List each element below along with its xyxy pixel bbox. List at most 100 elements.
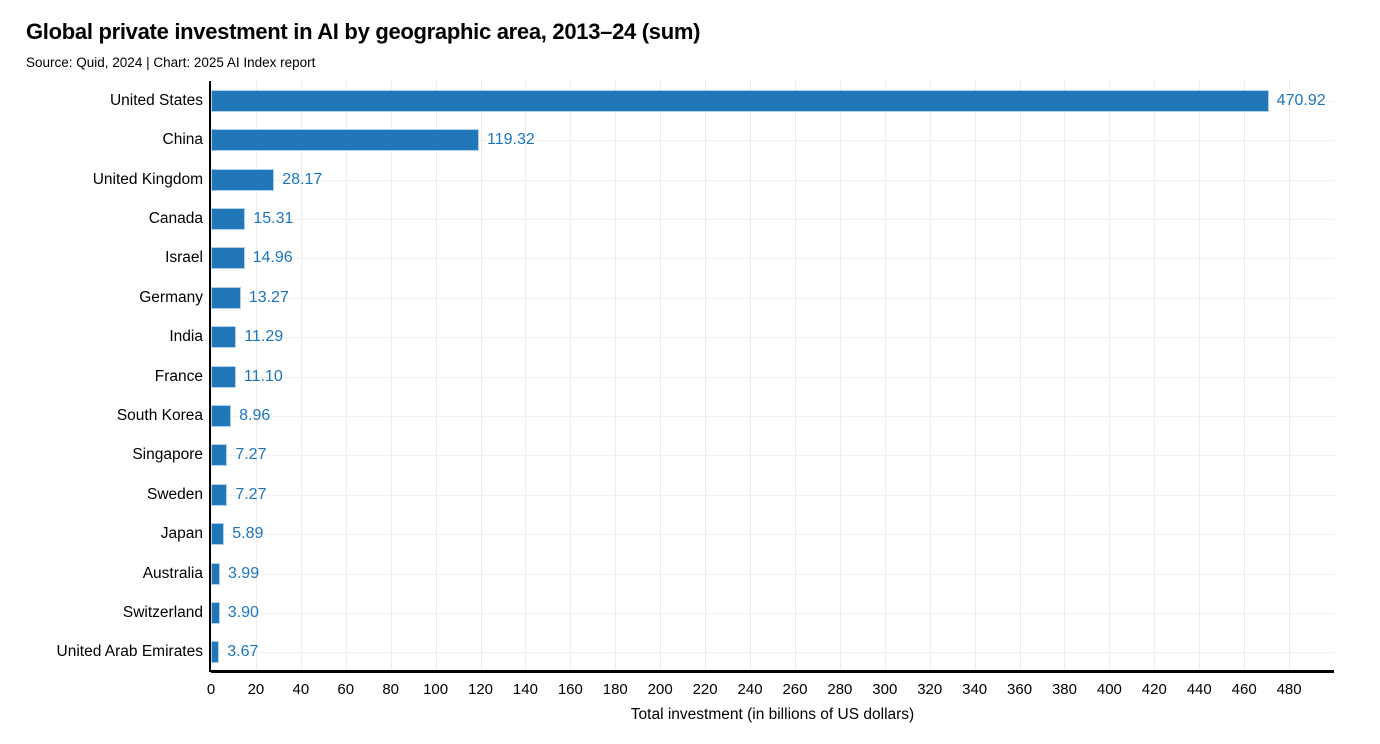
- category-label: South Korea: [116, 406, 203, 424]
- horizontal-gridline: [211, 573, 1334, 575]
- x-tick-label: 140: [512, 681, 538, 698]
- category-label: India: [169, 328, 203, 346]
- bar-row: 15.31: [211, 199, 1334, 238]
- category-label: Germany: [139, 288, 203, 306]
- horizontal-gridline: [211, 179, 1334, 181]
- x-tick-label: 420: [1141, 681, 1167, 698]
- chart-title: Global private investment in AI by geogr…: [26, 19, 701, 44]
- bar: [211, 168, 275, 191]
- bar-value-label: 13.27: [248, 288, 289, 306]
- bar: [211, 483, 228, 506]
- bar-row: 3.67: [211, 633, 1334, 672]
- x-tick-label: 400: [1096, 681, 1122, 698]
- bar-row: 14.96: [211, 239, 1334, 278]
- bar: [211, 129, 479, 152]
- x-tick-label: 280: [827, 681, 853, 698]
- x-tick-label: 340: [962, 681, 988, 698]
- x-tick-label: 260: [782, 681, 808, 698]
- bar-row: 7.27: [211, 475, 1334, 514]
- x-tick-label: 180: [602, 681, 628, 698]
- bar-rows: 470.92 119.32 28.17 15.31 14.96 13.27 11.29 11.…: [211, 81, 1334, 672]
- x-axis-ticks: 0 20 40 60 80 100 120 140 160 180 200 220 240 260 280 3…: [207, 681, 1334, 701]
- x-tick-label: 160: [557, 681, 583, 698]
- x-tick-label: 100: [423, 681, 449, 698]
- bar-row: 7.27: [211, 436, 1334, 475]
- bar-row: 13.27: [211, 278, 1334, 317]
- bar: [211, 562, 220, 585]
- category-label: United Arab Emirates: [56, 643, 203, 661]
- bar-value-label: 7.27: [235, 485, 267, 503]
- category-label: France: [154, 367, 203, 385]
- x-tick-label: 360: [1007, 681, 1033, 698]
- bar: [211, 247, 245, 270]
- bar-value-label: 3.67: [227, 643, 259, 661]
- bar-value-label: 470.92: [1276, 91, 1326, 109]
- x-tick-label: 480: [1276, 681, 1302, 698]
- horizontal-gridline: [211, 494, 1334, 496]
- bar: [211, 641, 220, 664]
- bar-row: 3.90: [211, 593, 1334, 632]
- x-axis-line: [211, 670, 1334, 673]
- y-axis-line: [209, 81, 211, 672]
- bar-value-label: 3.90: [227, 603, 259, 621]
- x-tick-label: 0: [206, 681, 216, 698]
- bar-row: 3.99: [211, 554, 1334, 593]
- x-tick-label: 460: [1231, 681, 1257, 698]
- bar-value-label: 5.89: [232, 525, 264, 543]
- category-label: China: [162, 131, 204, 149]
- y-axis-category-labels: United States China United Kingdom Canada Is…: [0, 81, 203, 672]
- horizontal-gridline: [211, 455, 1334, 457]
- x-tick-label: 60: [337, 681, 355, 698]
- category-label: Australia: [142, 564, 203, 582]
- horizontal-gridline: [211, 415, 1334, 417]
- bar-value-label: 15.31: [253, 209, 294, 227]
- bar-value-label: 14.96: [252, 249, 293, 267]
- category-label: Israel: [165, 249, 203, 267]
- bar: [211, 523, 225, 546]
- bar: [211, 601, 220, 624]
- bar: [211, 365, 236, 388]
- x-axis-title: Total investment (in billions of US doll…: [630, 706, 915, 723]
- x-tick-label: 80: [382, 681, 400, 698]
- bar-row: 470.92: [211, 81, 1334, 120]
- bar-row: 28.17: [211, 160, 1334, 199]
- bar: [211, 286, 241, 309]
- x-tick-label: 380: [1051, 681, 1077, 698]
- bar: [211, 404, 232, 427]
- horizontal-gridline: [211, 140, 1334, 142]
- bar: [211, 326, 237, 349]
- horizontal-gridline: [211, 297, 1334, 299]
- bar: [211, 207, 246, 230]
- category-label: Japan: [160, 525, 203, 543]
- category-label: United Kingdom: [92, 170, 203, 188]
- x-tick-label: 300: [872, 681, 898, 698]
- bar: [211, 444, 228, 467]
- horizontal-gridline: [211, 258, 1334, 260]
- category-label: Sweden: [146, 485, 203, 503]
- category-label: Switzerland: [122, 603, 203, 621]
- bar-value-label: 3.99: [227, 564, 260, 582]
- gridlines: [211, 81, 1334, 672]
- bar-row: 5.89: [211, 514, 1334, 553]
- bar: [211, 89, 1269, 112]
- horizontal-gridline: [211, 337, 1334, 339]
- bar-value-label: 119.32: [486, 131, 535, 149]
- bar-value-label: 28.17: [282, 170, 323, 188]
- chart-source-note: Source: Quid, 2024 | Chart: 2025 AI Inde…: [26, 55, 316, 70]
- horizontal-gridline: [211, 652, 1334, 654]
- horizontal-gridline: [211, 534, 1334, 536]
- horizontal-gridline: [211, 376, 1334, 378]
- bar-row: 11.10: [211, 357, 1334, 396]
- category-label: Canada: [148, 209, 203, 227]
- horizontal-gridline: [211, 612, 1334, 614]
- category-label: United States: [109, 91, 203, 109]
- bar-value-label: 11.10: [243, 367, 283, 385]
- x-tick-label: 320: [917, 681, 943, 698]
- x-tick-label: 200: [647, 681, 673, 698]
- horizontal-gridline: [211, 218, 1334, 220]
- x-tick-label: 40: [292, 681, 310, 698]
- bar-value-label: 7.27: [235, 446, 267, 464]
- x-tick-label: 440: [1186, 681, 1212, 698]
- x-tick-label: 240: [737, 681, 763, 698]
